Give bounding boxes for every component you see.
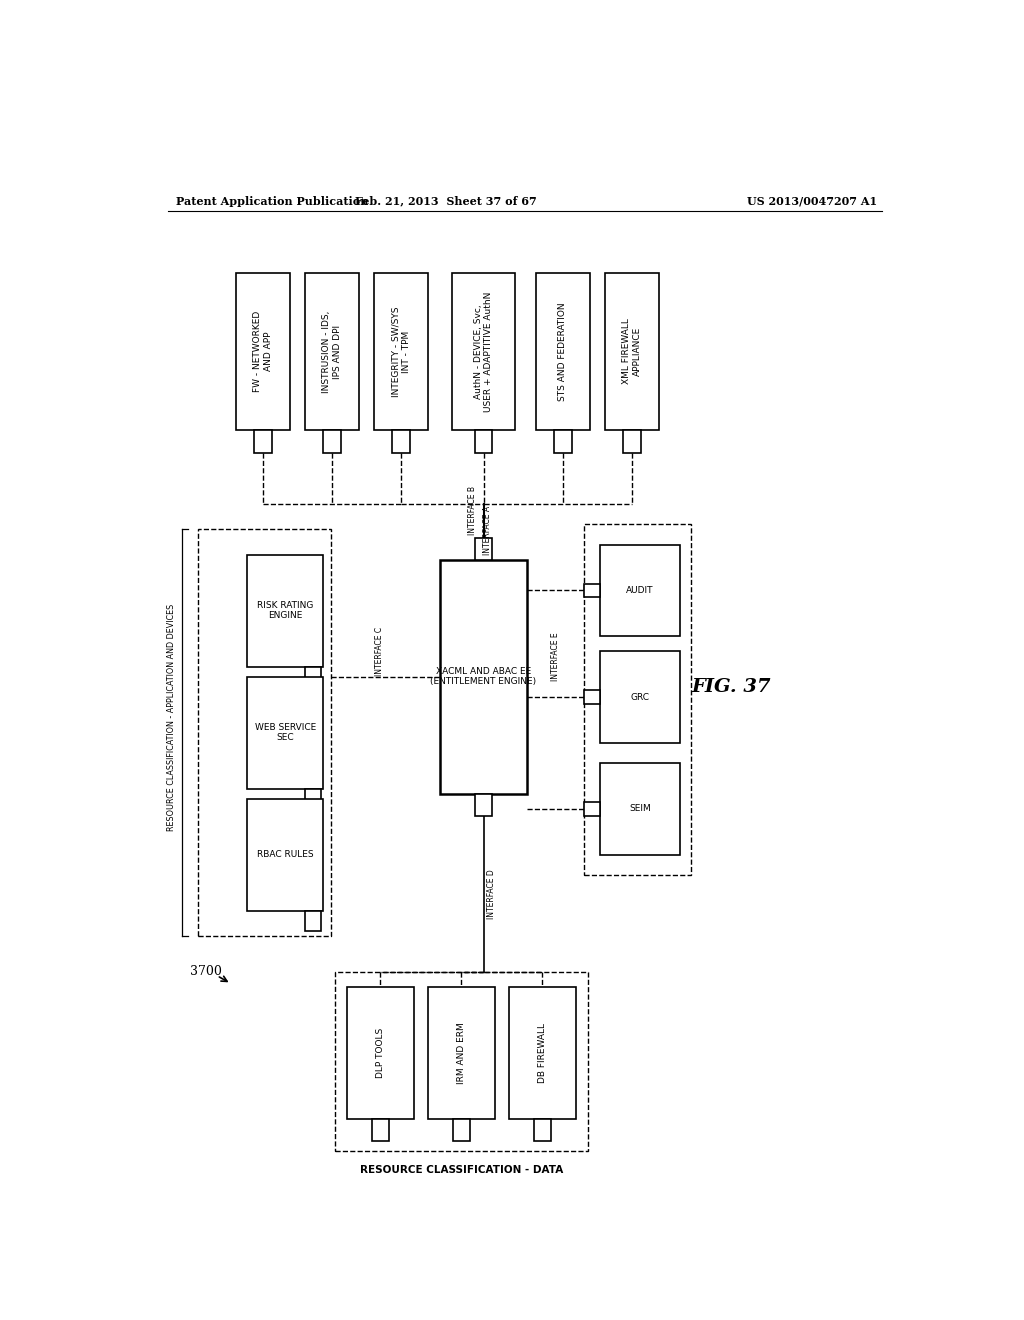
Bar xyxy=(475,793,493,816)
Text: RISK RATING
ENGINE: RISK RATING ENGINE xyxy=(257,601,313,620)
Bar xyxy=(605,273,658,430)
Bar xyxy=(248,554,323,667)
Bar xyxy=(428,987,495,1119)
Bar xyxy=(475,537,493,560)
Text: Patent Application Publication: Patent Application Publication xyxy=(176,195,368,207)
Text: INTERFACE B: INTERFACE B xyxy=(468,486,477,535)
Text: FW - NETWORKED
AND APP: FW - NETWORKED AND APP xyxy=(253,312,272,392)
Text: 3700: 3700 xyxy=(189,965,222,978)
Bar xyxy=(305,667,322,686)
Bar xyxy=(600,651,680,743)
Bar xyxy=(347,987,414,1119)
Bar xyxy=(585,803,600,816)
Text: RBAC RULES: RBAC RULES xyxy=(257,850,313,859)
Bar xyxy=(254,430,271,453)
Text: IRM AND ERM: IRM AND ERM xyxy=(457,1022,466,1084)
Bar xyxy=(440,560,527,793)
Text: INSTRUSION - IDS,
IPS AND DPI: INSTRUSION - IDS, IPS AND DPI xyxy=(323,310,342,393)
Text: DB FIREWALL: DB FIREWALL xyxy=(538,1023,547,1082)
Bar xyxy=(600,545,680,636)
Bar xyxy=(198,529,331,936)
Bar xyxy=(305,273,359,430)
Text: INTERFACE E: INTERFACE E xyxy=(551,632,560,681)
Bar xyxy=(509,987,575,1119)
Bar xyxy=(534,1119,551,1142)
Bar xyxy=(475,430,493,453)
Bar xyxy=(236,273,290,430)
Bar xyxy=(248,799,323,911)
Bar xyxy=(324,430,341,453)
Bar xyxy=(624,430,641,453)
Bar xyxy=(305,911,322,931)
Bar xyxy=(453,1119,470,1142)
Text: RESOURCE CLASSIFICATION - DATA: RESOURCE CLASSIFICATION - DATA xyxy=(359,1164,563,1175)
Text: INTERFACE D: INTERFACE D xyxy=(487,869,496,919)
Bar xyxy=(585,690,600,704)
Bar xyxy=(372,1119,389,1142)
Text: XML FIREWALL
APPLIANCE: XML FIREWALL APPLIANCE xyxy=(623,318,642,384)
Bar xyxy=(248,677,323,788)
Bar xyxy=(335,972,588,1151)
Bar xyxy=(392,430,410,453)
Bar xyxy=(452,273,515,430)
Text: WEB SERVICE
SEC: WEB SERVICE SEC xyxy=(255,723,315,742)
Text: AUDIT: AUDIT xyxy=(626,586,653,595)
Bar xyxy=(585,524,691,875)
Text: RESOURCE CLASSIFICATION - APPLICATION AND DEVICES: RESOURCE CLASSIFICATION - APPLICATION AN… xyxy=(167,603,176,832)
Bar xyxy=(554,430,571,453)
Bar xyxy=(585,583,600,597)
Text: US 2013/0047207 A1: US 2013/0047207 A1 xyxy=(748,195,878,207)
Text: GRC: GRC xyxy=(631,693,649,702)
Text: SEIM: SEIM xyxy=(629,804,650,813)
Text: DLP TOOLS: DLP TOOLS xyxy=(376,1028,385,1078)
Text: INTERFACE A: INTERFACE A xyxy=(483,507,492,556)
Text: XACML AND ABAC EE
(ENTITLEMENT ENGINE): XACML AND ABAC EE (ENTITLEMENT ENGINE) xyxy=(430,667,537,686)
Text: STS AND FEDERATION: STS AND FEDERATION xyxy=(558,302,567,401)
Bar xyxy=(600,763,680,854)
Bar xyxy=(536,273,590,430)
Text: INTERFACE C: INTERFACE C xyxy=(376,627,384,676)
Text: Feb. 21, 2013  Sheet 37 of 67: Feb. 21, 2013 Sheet 37 of 67 xyxy=(354,195,537,207)
Bar xyxy=(305,788,322,809)
Text: AuthN - DEVICE, Svc,
USER + ADAPTITIVE AuthN: AuthN - DEVICE, Svc, USER + ADAPTITIVE A… xyxy=(474,292,494,412)
Text: INTEGRITY - SW/SYS
INT - TPM: INTEGRITY - SW/SYS INT - TPM xyxy=(391,306,411,397)
Text: FIG. 37: FIG. 37 xyxy=(691,678,771,696)
Bar xyxy=(374,273,428,430)
